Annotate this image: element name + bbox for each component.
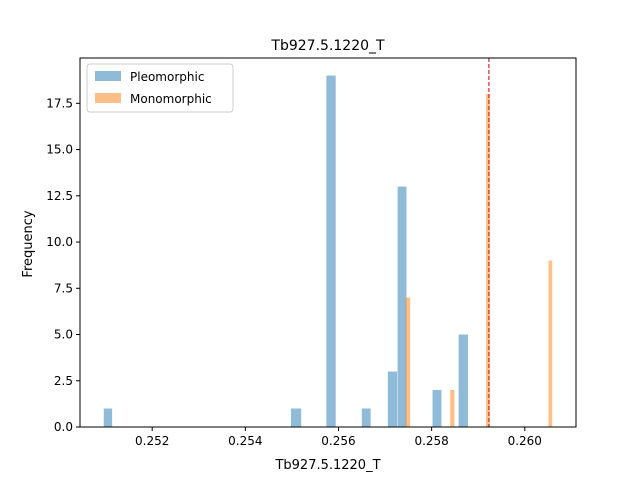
x-tick-label: 0.258 <box>414 434 448 448</box>
chart-title: Tb927.5.1220_T <box>270 38 385 54</box>
bar-monomorphic <box>450 390 455 427</box>
bar-pleomorphic <box>290 408 302 427</box>
y-tick-label: 7.5 <box>54 281 73 295</box>
axes-layer: 0.252 0.254 0.256 0.258 0.260 0.0 2.5 5.0 7.5 10.… <box>46 57 577 448</box>
bar-monomorphic <box>405 297 411 427</box>
y-tick-label: 2.5 <box>54 374 73 388</box>
y-tick-label: 17.5 <box>46 96 73 110</box>
bars-layer <box>103 75 553 428</box>
x-tick-label: 0.252 <box>135 434 169 448</box>
y-tick-label: 5.0 <box>54 328 73 342</box>
y-tick-label: 0.0 <box>54 420 73 434</box>
bar-pleomorphic <box>326 75 336 428</box>
bar-pleomorphic <box>458 334 468 427</box>
y-tick-label: 12.5 <box>46 189 73 203</box>
x-tick-label: 0.256 <box>321 434 355 448</box>
y-tick-label: 10.0 <box>46 235 73 249</box>
legend-swatch-monomorphic <box>95 93 121 103</box>
x-axis-label: Tb927.5.1220_T <box>274 458 380 473</box>
y-tick-label: 15.0 <box>46 143 73 157</box>
x-tick-label: 0.254 <box>228 434 262 448</box>
x-tick-label: 0.260 <box>508 434 542 448</box>
bar-pleomorphic <box>361 408 371 427</box>
bar-pleomorphic <box>387 371 398 427</box>
bar-pleomorphic <box>432 390 442 427</box>
legend-label-monomorphic: Monomorphic <box>130 92 212 106</box>
legend-swatch-pleomorphic <box>95 71 121 81</box>
bar-pleomorphic <box>103 408 113 427</box>
bar-monomorphic <box>548 260 553 427</box>
legend-label-pleomorphic: Pleomorphic <box>130 70 204 84</box>
legend-box <box>86 63 234 113</box>
legend: Pleomorphic Monomorphic <box>86 63 234 113</box>
y-axis-label: Frequency <box>21 210 36 277</box>
bar-pleomorphic <box>397 186 407 427</box>
bar-monomorphic <box>486 94 490 427</box>
